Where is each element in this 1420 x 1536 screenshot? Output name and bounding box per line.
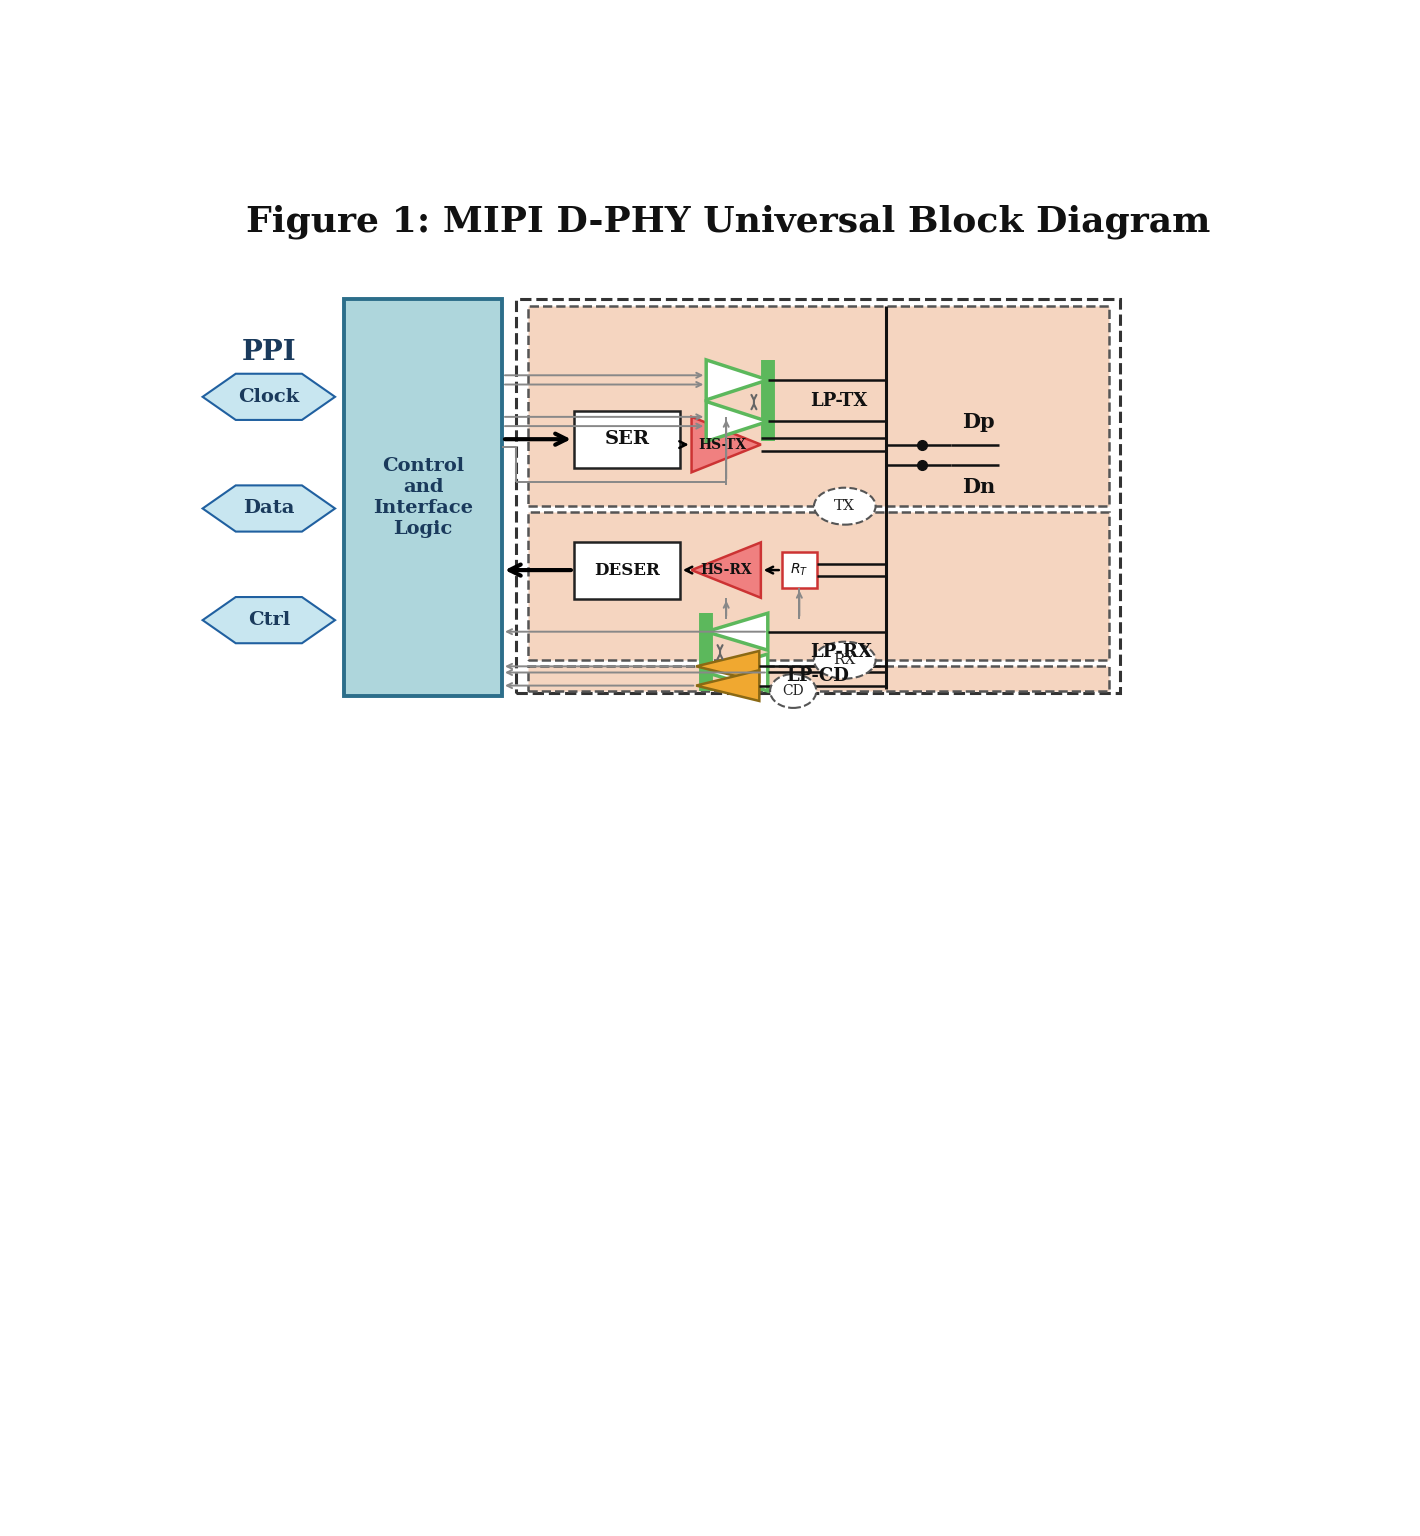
Text: RX: RX: [834, 653, 856, 667]
Ellipse shape: [770, 674, 816, 708]
Text: SER: SER: [605, 430, 649, 449]
Text: Data: Data: [243, 499, 294, 518]
Text: TX: TX: [835, 499, 855, 513]
Text: HS-RX: HS-RX: [700, 564, 753, 578]
Polygon shape: [706, 401, 768, 441]
Polygon shape: [696, 670, 760, 700]
Ellipse shape: [814, 642, 876, 679]
Text: DESER: DESER: [594, 562, 660, 579]
Bar: [528, 667, 1109, 691]
Polygon shape: [696, 651, 760, 682]
Polygon shape: [706, 654, 768, 691]
Polygon shape: [692, 416, 761, 472]
Bar: [574, 410, 680, 467]
Polygon shape: [203, 598, 335, 644]
Text: LP-RX: LP-RX: [811, 644, 872, 660]
Text: Clock: Clock: [239, 387, 300, 406]
Text: Dn: Dn: [961, 476, 995, 498]
Bar: [344, 300, 503, 696]
Polygon shape: [203, 373, 335, 419]
Text: Ctrl: Ctrl: [247, 611, 290, 630]
Text: Figure 1: MIPI D-PHY Universal Block Diagram: Figure 1: MIPI D-PHY Universal Block Dia…: [246, 204, 1210, 238]
Text: PPI: PPI: [241, 338, 297, 366]
Polygon shape: [706, 359, 768, 399]
Bar: [528, 513, 1109, 660]
Text: HS-TX: HS-TX: [699, 438, 747, 452]
Text: LP-TX: LP-TX: [811, 392, 868, 410]
Bar: [781, 553, 816, 588]
Bar: [574, 542, 680, 599]
Text: Dp: Dp: [961, 412, 994, 432]
Polygon shape: [692, 542, 761, 598]
Text: LP-CD: LP-CD: [787, 667, 849, 685]
Text: Control
and
Interface
Logic: Control and Interface Logic: [373, 458, 473, 538]
Ellipse shape: [814, 488, 876, 525]
Bar: [528, 306, 1109, 507]
Text: $R_T$: $R_T$: [791, 562, 808, 578]
Text: CD: CD: [782, 684, 804, 697]
Bar: [515, 300, 1120, 693]
Polygon shape: [706, 613, 768, 650]
Polygon shape: [203, 485, 335, 531]
